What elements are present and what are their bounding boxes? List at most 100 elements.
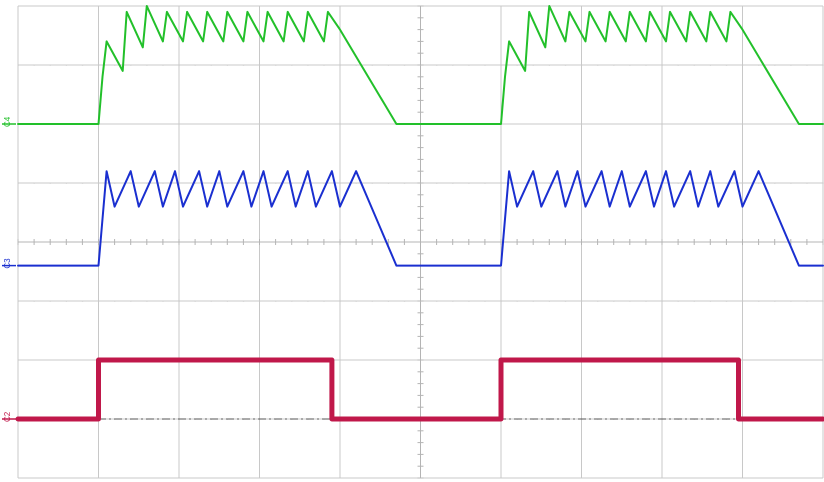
minor-dot: [581, 300, 583, 302]
minor-dot: [484, 300, 486, 302]
minor-dot: [81, 64, 84, 66]
minor-dot: [339, 300, 341, 302]
minor-dot: [114, 64, 116, 66]
minor-dot: [355, 182, 357, 184]
minor-dot: [822, 182, 824, 184]
minor-dot: [468, 182, 470, 184]
minor-dot: [65, 300, 67, 302]
minor-dot: [725, 182, 728, 184]
minor-dot: [98, 182, 100, 184]
minor-dot: [210, 182, 212, 184]
minor-dot: [548, 64, 550, 66]
minor-dot: [17, 182, 19, 184]
minor-dot: [194, 182, 196, 184]
minor-dot: [548, 300, 550, 302]
channel-label-c2: C2: [3, 411, 12, 422]
minor-dot: [597, 300, 599, 302]
minor-dot: [645, 64, 647, 66]
minor-dot: [452, 182, 454, 184]
minor-dot: [436, 300, 438, 302]
minor-dot: [242, 300, 245, 302]
minor-dot: [645, 182, 647, 184]
minor-dot: [323, 300, 325, 302]
minor-dot: [387, 300, 389, 302]
minor-dot: [500, 300, 502, 302]
minor-dot: [65, 64, 67, 66]
minor-dot: [146, 182, 148, 184]
waveform-traces: [15, 5, 824, 422]
minor-dot: [661, 300, 663, 302]
channel-label-c4: C4: [3, 116, 12, 127]
minor-dot: [725, 300, 728, 302]
minor-dot: [693, 64, 695, 66]
minor-dot: [371, 182, 373, 184]
minor-dot: [709, 182, 711, 184]
minor-dot: [822, 64, 824, 66]
minor-dot: [371, 300, 373, 302]
minor-dot: [677, 300, 679, 302]
minor-dot: [81, 300, 84, 302]
minor-dot: [436, 64, 438, 66]
minor-dot: [532, 182, 534, 184]
minor-dot: [403, 300, 406, 302]
minor-dot: [49, 300, 51, 302]
minor-dot: [226, 300, 228, 302]
minor-dot: [629, 300, 631, 302]
minor-dot: [597, 182, 599, 184]
minor-dot: [484, 64, 486, 66]
minor-dot: [242, 182, 245, 184]
minor-dot: [81, 182, 84, 184]
minor-dot: [484, 182, 486, 184]
minor-dot: [194, 300, 196, 302]
minor-dot: [581, 182, 583, 184]
channel-label-c3: C3: [3, 258, 12, 269]
minor-dot: [355, 300, 357, 302]
minor-dot: [709, 300, 711, 302]
minor-dot: [677, 64, 679, 66]
minor-dot: [162, 182, 164, 184]
minor-dot: [645, 300, 647, 302]
minor-dot: [613, 300, 615, 302]
minor-dot: [500, 64, 502, 66]
minor-dot: [677, 182, 679, 184]
minor-dot: [725, 64, 728, 66]
minor-dot: [49, 182, 51, 184]
minor-dot: [98, 300, 100, 302]
minor-dot: [581, 64, 583, 66]
minor-dot: [806, 182, 808, 184]
minor-dot: [339, 182, 341, 184]
minor-dot: [307, 182, 309, 184]
minor-dot: [291, 64, 293, 66]
minor-dot: [307, 64, 309, 66]
minor-dot: [693, 182, 695, 184]
minor-dot: [162, 300, 164, 302]
minor-dot: [774, 300, 776, 302]
minor-dot: [33, 64, 35, 66]
minor-dot: [323, 182, 325, 184]
minor-dot: [210, 64, 212, 66]
minor-dot: [226, 182, 228, 184]
minor-dot: [516, 182, 518, 184]
minor-dot: [613, 182, 615, 184]
minor-dot: [709, 64, 711, 66]
minor-dot: [452, 64, 454, 66]
minor-dot: [661, 64, 663, 66]
minor-dot: [130, 300, 132, 302]
minor-dot: [33, 300, 35, 302]
minor-dot: [114, 300, 116, 302]
minor-dot: [275, 182, 277, 184]
minor-dot: [613, 64, 615, 66]
minor-dot: [403, 64, 406, 66]
minor-dot: [210, 300, 212, 302]
minor-dot: [178, 300, 180, 302]
minor-dot: [387, 64, 389, 66]
minor-dot: [548, 182, 550, 184]
minor-dot: [742, 64, 744, 66]
minor-dot: [806, 300, 808, 302]
minor-dot: [307, 300, 309, 302]
minor-dot: [758, 300, 760, 302]
minor-dot: [532, 300, 534, 302]
minor-dot: [291, 182, 293, 184]
minor-dot: [194, 64, 196, 66]
